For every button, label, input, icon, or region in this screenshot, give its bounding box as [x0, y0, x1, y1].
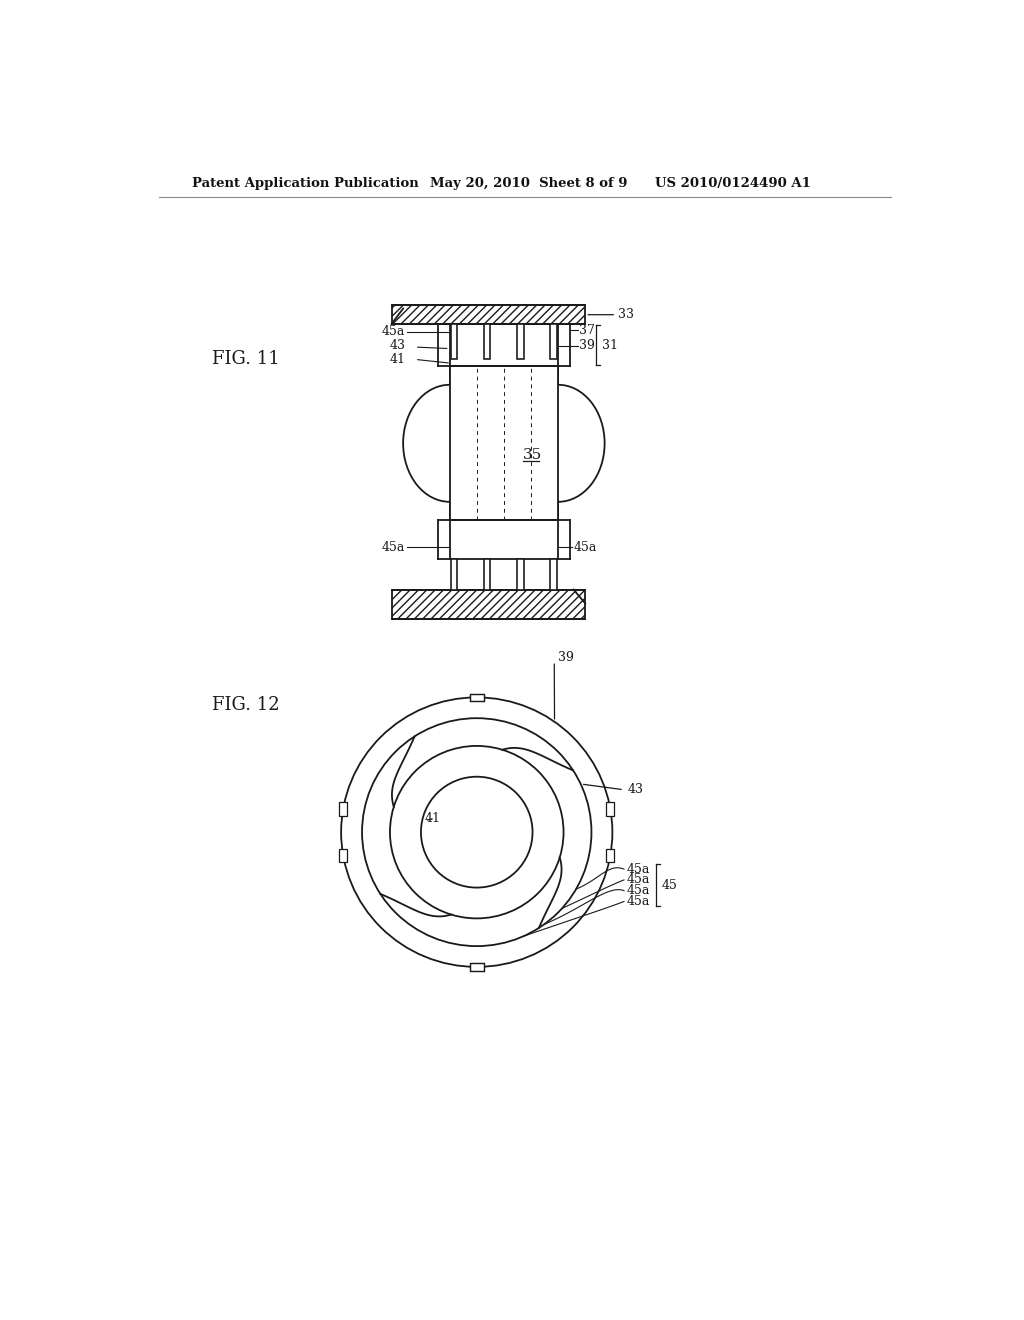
Bar [452, 323, 458, 359]
Text: 41: 41 [389, 352, 406, 366]
Bar [450, 367, 558, 520]
Text: 35: 35 [523, 447, 543, 462]
Bar [452, 558, 458, 590]
Bar [391, 305, 586, 323]
Text: 45a: 45a [627, 874, 649, 887]
Ellipse shape [403, 385, 496, 502]
Bar [450, 367, 558, 520]
Bar [550, 558, 557, 590]
Text: 33: 33 [617, 308, 634, 321]
Bar [470, 693, 483, 701]
Bar [550, 323, 557, 359]
Text: US 2010/0124490 A1: US 2010/0124490 A1 [655, 177, 811, 190]
Text: May 20, 2010  Sheet 8 of 9: May 20, 2010 Sheet 8 of 9 [430, 177, 628, 190]
Bar [606, 849, 614, 862]
Text: 45a: 45a [627, 884, 649, 898]
Text: 43: 43 [389, 339, 406, 352]
Text: 37: 37 [579, 323, 595, 337]
Text: 39: 39 [558, 651, 574, 664]
Bar [484, 558, 490, 590]
Text: 45a: 45a [382, 325, 406, 338]
Text: 45: 45 [662, 879, 677, 892]
Text: 45a: 45a [382, 541, 406, 554]
Bar [517, 323, 523, 359]
Bar [606, 801, 614, 816]
Text: 39: 39 [579, 339, 595, 352]
Text: 45a: 45a [627, 895, 649, 908]
Text: 31: 31 [601, 339, 617, 351]
Text: FIG. 11: FIG. 11 [212, 350, 280, 367]
Bar [484, 323, 490, 359]
Text: 41: 41 [425, 812, 440, 825]
Bar [339, 849, 347, 862]
Text: 45a: 45a [627, 862, 649, 875]
Text: Patent Application Publication: Patent Application Publication [191, 177, 418, 190]
Bar [339, 801, 347, 816]
Text: FIG. 12: FIG. 12 [212, 696, 280, 714]
Ellipse shape [512, 385, 604, 502]
Bar [517, 558, 523, 590]
Text: 43: 43 [628, 783, 644, 796]
Bar [391, 590, 586, 619]
Bar [470, 964, 483, 970]
Text: 45a: 45a [573, 541, 597, 554]
